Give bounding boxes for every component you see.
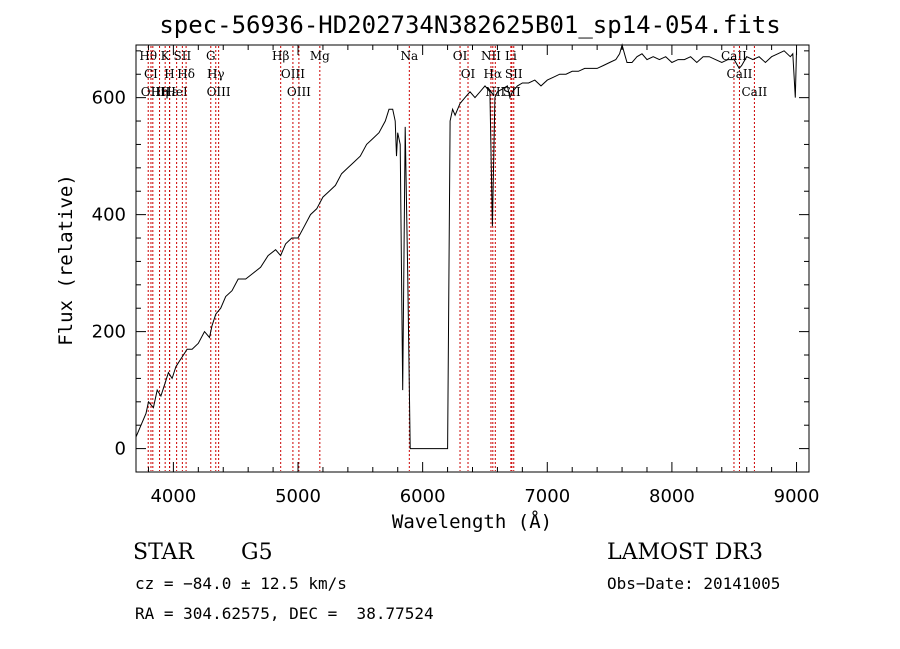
subclass: G5 [241,540,273,565]
line-marker-label: OIII [281,67,305,81]
y-tick-label: 600 [92,88,126,109]
line-marker-label: Hθ [139,49,157,63]
chart-title: spec-56936-HD202734N382625B01_sp14-054.f… [159,11,780,39]
x-axis-label: Wavelength (Å) [392,510,552,533]
x-tick-label: 7000 [524,486,570,507]
x-axis: 4000 5000 6000 7000 8000 9000 [147,45,820,507]
line-marker-label: Mg [310,49,330,63]
line-marker-label: Hγ [207,67,225,81]
y-tick-label: 400 [92,205,126,226]
line-marker-label: NII [481,49,501,63]
line-marker-label: SII [174,49,192,63]
y-tick-label: 200 [92,322,126,343]
coordinates: RA = 304.62575, DEC = 38.77524 [135,604,434,623]
object-class: STAR [133,540,194,565]
line-marker-label: SII [505,67,523,81]
line-marker-label: Li [505,49,517,63]
line-marker-label: OI [453,49,468,63]
y-axis-label: Flux (relative) [55,174,77,346]
y-axis: 0 200 400 600 [92,50,809,460]
y-tick-label: 0 [115,439,126,460]
survey-name: LAMOST DR3 [607,540,763,565]
plot-frame [135,44,810,473]
line-marker-label: OIII [207,85,231,99]
x-tick-label: 9000 [774,486,820,507]
line-marker-label: Hη [151,85,169,99]
line-marker-label: Hα [484,67,503,81]
spectrum-line [135,43,797,450]
line-marker-label: G [206,49,216,63]
line-marker-label: OIII [287,85,311,99]
x-tick-label: 8000 [649,486,695,507]
line-marker-label: Hδ [177,67,195,81]
redshift-info: cz = −84.0 ± 12.5 km/s [135,574,347,593]
line-marker-label: Hβ [272,49,289,63]
line-marker-label: Na [400,49,418,63]
line-marker-label: CaII [741,85,767,99]
line-marker-label: HeI [165,85,188,99]
x-tick-label: 5000 [275,486,321,507]
x-tick-label: 4000 [150,486,196,507]
obs-date: Obs−Date: 20141005 [607,574,781,593]
line-marker-label: OI [461,67,476,81]
line-marker-label: CaII [727,67,753,81]
x-tick-label: 6000 [400,486,446,507]
line-marker-label: K [161,49,171,63]
line-marker-label: OIII [141,85,165,99]
line-markers: HθCIOIIIHηKHHεHeISIIHδGHγOIIIHβOIIIOIIIM… [139,46,768,471]
line-marker-label: Hε [161,85,178,99]
line-marker-label: CI [144,67,158,81]
